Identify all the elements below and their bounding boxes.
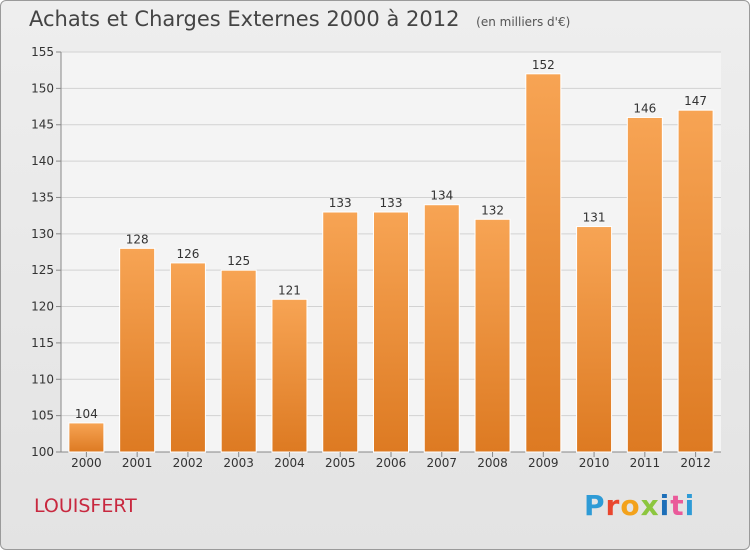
x-tick-label: 2004	[274, 456, 305, 470]
y-tick-label: 135	[31, 190, 54, 204]
x-tick-label: 2010	[579, 456, 610, 470]
x-tick-label: 2006	[376, 456, 407, 470]
bar	[322, 211, 359, 453]
y-tick-label: 110	[31, 372, 54, 386]
x-tick-label: 2009	[528, 456, 559, 470]
data-label: 147	[684, 94, 707, 108]
bar	[169, 262, 206, 453]
y-tick-label: 115	[31, 336, 54, 350]
x-tick-label: 2007	[426, 456, 457, 470]
y-tick-label: 155	[31, 45, 54, 59]
x-tick-label: 2011	[630, 456, 661, 470]
data-label: 125	[227, 254, 250, 268]
y-tick-label: 125	[31, 263, 54, 277]
data-label: 133	[380, 196, 403, 210]
x-tick-label: 2005	[325, 456, 356, 470]
bar	[68, 422, 105, 453]
data-label: 128	[126, 232, 149, 246]
bar	[576, 226, 613, 453]
x-tick-label: 2008	[477, 456, 508, 470]
title-unit: (en milliers d'€)	[476, 15, 571, 29]
y-tick-label: 150	[31, 81, 54, 95]
bar	[119, 247, 156, 453]
logo-char: r	[605, 489, 621, 522]
y-tick-label: 120	[31, 300, 54, 314]
bar	[474, 218, 511, 453]
bar	[525, 73, 562, 453]
data-label: 133	[329, 196, 352, 210]
bar	[220, 269, 257, 453]
data-label: 132	[481, 203, 504, 217]
x-tick-label: 2002	[173, 456, 204, 470]
data-label: 134	[430, 189, 453, 203]
x-tick-label: 2003	[223, 456, 254, 470]
proxiti-logo: Proxiti	[584, 489, 695, 522]
data-label: 104	[75, 407, 98, 421]
bar	[626, 116, 663, 453]
data-label: 152	[532, 58, 555, 72]
x-tick-label: 2012	[680, 456, 711, 470]
bar	[373, 211, 409, 453]
y-tick-label: 105	[31, 409, 54, 423]
y-tick-label: 130	[31, 227, 54, 241]
data-label: 131	[583, 211, 606, 225]
logo-char: x	[640, 489, 660, 522]
data-label: 121	[278, 283, 301, 297]
bar	[423, 204, 460, 453]
title-text: Achats et Charges Externes 2000 à 2012	[29, 7, 460, 31]
commune-name: LOUISFERT	[34, 495, 137, 517]
logo-char: i	[659, 489, 671, 522]
logo-char: o	[620, 489, 641, 522]
logo-char: P	[584, 489, 606, 522]
logo-char: t	[670, 489, 685, 522]
y-tick-label: 145	[31, 118, 54, 132]
y-tick-label: 100	[31, 445, 54, 459]
x-tick-label: 2000	[71, 456, 102, 470]
bar	[271, 298, 308, 453]
bar	[677, 109, 714, 453]
logo-char: i	[684, 489, 696, 522]
data-label: 146	[633, 101, 656, 115]
x-tick-label: 2001	[122, 456, 153, 470]
chart-title: Achats et Charges Externes 2000 à 2012 (…	[29, 7, 570, 31]
data-label: 126	[176, 247, 199, 261]
y-tick-label: 140	[31, 154, 54, 168]
